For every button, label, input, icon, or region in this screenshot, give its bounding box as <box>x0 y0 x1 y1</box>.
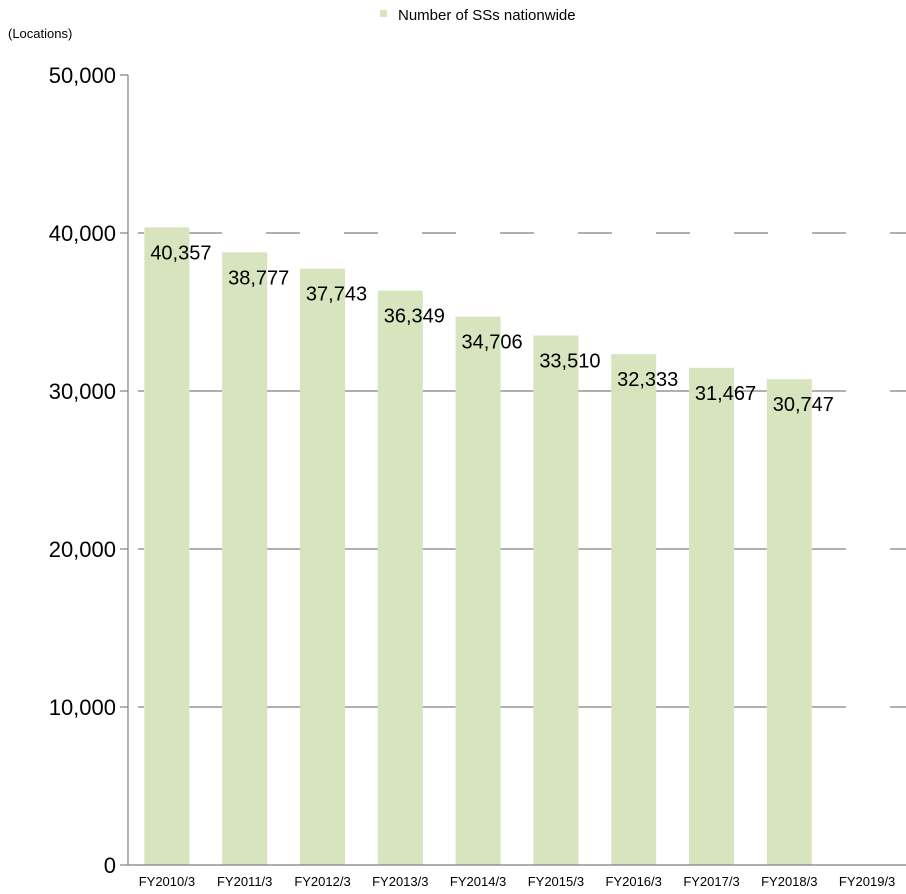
data-label: 31,467 <box>695 383 756 405</box>
data-label: 30,747 <box>773 394 834 416</box>
y-tick-label: 20,000 <box>49 537 116 562</box>
data-label: 40,357 <box>150 242 211 264</box>
x-tick-label: FY2012/3 <box>294 874 350 889</box>
y-tick-label: 10,000 <box>49 695 116 720</box>
bar <box>300 268 345 865</box>
data-label: 36,349 <box>384 306 445 328</box>
bar <box>455 316 501 865</box>
x-tick-label: FY2014/3 <box>450 874 506 889</box>
legend-label: Number of SSs nationwide <box>398 7 576 24</box>
data-label: 37,743 <box>306 284 367 306</box>
bar <box>533 335 579 865</box>
y-tick-labels: 0 10,000 20,000 30,000 40,000 50,000 <box>49 63 116 878</box>
bar <box>222 252 268 866</box>
x-tick-labels: FY2010/3 FY2011/3 FY2012/3 FY2013/3 FY2014/3… <box>139 874 896 889</box>
data-label: 33,510 <box>539 351 600 373</box>
bar <box>611 354 657 865</box>
x-tick-label: FY2011/3 <box>217 874 272 889</box>
y-tick-label: 40,000 <box>49 221 116 246</box>
x-tick-label: FY2010/3 <box>139 874 195 889</box>
bar <box>377 290 423 865</box>
x-tick-label: FY2017/3 <box>683 874 739 889</box>
data-label: 32,333 <box>617 369 678 391</box>
y-unit-label: (Locations) <box>8 26 72 41</box>
data-labels: 40,357 38,777 37,743 36,349 34,706 33,510 32,3… <box>150 242 834 416</box>
y-tick-label: 30,000 <box>49 379 116 404</box>
data-label: 38,777 <box>228 267 289 289</box>
x-tick-label: FY2019/3 <box>839 874 895 889</box>
bars <box>144 227 812 866</box>
y-tick-label: 0 <box>104 853 116 878</box>
bar <box>144 227 190 866</box>
legend: Number of SSs nationwide <box>380 7 576 24</box>
x-tick-label: FY2013/3 <box>372 874 428 889</box>
axes <box>120 74 906 866</box>
x-tick-label: FY2018/3 <box>761 874 817 889</box>
x-tick-label: FY2016/3 <box>606 874 662 889</box>
x-tick-label: FY2015/3 <box>528 874 584 889</box>
data-label: 34,706 <box>462 332 523 354</box>
y-tick-label: 50,000 <box>49 63 116 88</box>
bar <box>689 367 734 865</box>
legend-swatch <box>380 10 387 17</box>
bar <box>766 379 812 865</box>
